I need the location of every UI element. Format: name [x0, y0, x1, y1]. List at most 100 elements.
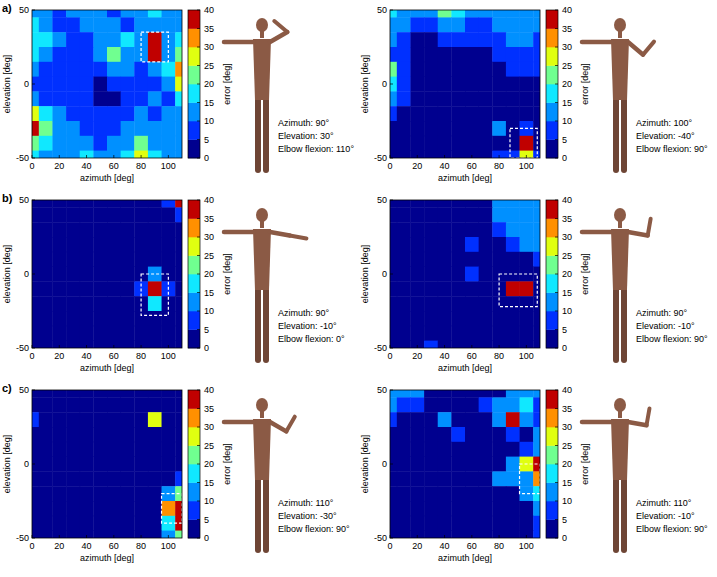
- cell: [397, 516, 411, 531]
- cell: [465, 326, 479, 341]
- cell: [451, 341, 465, 348]
- cell: [397, 151, 411, 158]
- cell: [134, 77, 148, 92]
- cell: [492, 311, 506, 326]
- cell: [175, 252, 182, 267]
- cell: [39, 237, 53, 252]
- x-tick-label: 100: [519, 351, 534, 361]
- cell: [424, 121, 438, 136]
- highlight-box: [141, 274, 168, 315]
- cell: [162, 222, 176, 237]
- cell: [492, 252, 506, 267]
- cell: [397, 471, 411, 486]
- cell: [438, 427, 452, 442]
- cell: [107, 47, 121, 62]
- colorbar-tick: [555, 84, 558, 85]
- cell: [410, 237, 424, 252]
- x-tick: [32, 345, 33, 348]
- cell: [148, 281, 162, 296]
- cell: [134, 252, 148, 267]
- colorbar-tick: [555, 65, 558, 66]
- cell: [80, 237, 94, 252]
- cell: [134, 62, 148, 77]
- colorbar-band: [188, 446, 200, 465]
- cell: [520, 471, 534, 486]
- cell: [32, 531, 39, 538]
- colorbar-tick-label: 15: [204, 478, 214, 488]
- cell: [533, 222, 540, 237]
- cell: [66, 77, 80, 92]
- cell: [107, 62, 121, 77]
- colorbar-tick: [555, 292, 558, 293]
- torso: [253, 39, 271, 100]
- cell: [465, 442, 479, 457]
- y-tick-label: 50: [377, 5, 387, 15]
- head: [256, 208, 268, 222]
- cell: [492, 47, 506, 62]
- cell: [66, 471, 80, 486]
- cell: [451, 267, 465, 282]
- y-tick: [390, 348, 393, 349]
- cell: [506, 281, 520, 296]
- cell: [52, 311, 66, 326]
- cell: [80, 311, 94, 326]
- colorbar-tick: [555, 464, 558, 465]
- cell: [134, 341, 148, 348]
- cell: [121, 471, 135, 486]
- cell: [32, 200, 39, 208]
- cell: [451, 252, 465, 267]
- cell: [66, 121, 80, 136]
- cell: [465, 252, 479, 267]
- highlight-box: [141, 32, 168, 62]
- cell: [390, 326, 397, 341]
- cell: [39, 200, 53, 208]
- cell: [492, 501, 506, 516]
- cell: [479, 397, 493, 412]
- cell: [424, 471, 438, 486]
- cell: [148, 516, 162, 531]
- colorbar-tick-label: 10: [562, 306, 572, 316]
- forearm: [643, 42, 654, 55]
- cell: [32, 326, 39, 341]
- cell: [32, 442, 39, 457]
- x-tick: [32, 535, 33, 538]
- forearm: [648, 219, 651, 236]
- cell: [465, 222, 479, 237]
- cell: [492, 471, 506, 486]
- x-axis-title: azimuth [deg]: [438, 553, 492, 563]
- cell: [32, 457, 39, 472]
- cell: [533, 281, 540, 296]
- cell: [424, 412, 438, 427]
- cell: [148, 91, 162, 106]
- cell: [424, 47, 438, 62]
- colorbar-band: [546, 274, 558, 293]
- cell: [424, 237, 438, 252]
- torso: [611, 229, 629, 290]
- cell: [410, 457, 424, 472]
- cell: [162, 237, 176, 252]
- x-tick: [86, 155, 87, 158]
- colorbar-tick-label: 30: [562, 42, 572, 52]
- cell: [175, 341, 182, 348]
- cell: [492, 17, 506, 32]
- cell: [438, 442, 452, 457]
- colorbar-tick: [197, 237, 200, 238]
- cell: [397, 47, 411, 62]
- cell: [52, 281, 66, 296]
- cell: [175, 121, 182, 136]
- x-tick-label: 100: [161, 161, 176, 171]
- x-tick: [113, 155, 114, 158]
- colorbar-tick-label: 5: [562, 135, 567, 145]
- cell: [506, 397, 520, 412]
- cell: [32, 516, 39, 531]
- cell: [32, 222, 39, 237]
- cell: [410, 106, 424, 121]
- colorbar-tick: [197, 408, 200, 409]
- cell: [134, 91, 148, 106]
- cell: [66, 486, 80, 501]
- cell: [520, 296, 534, 311]
- colorbar-tick: [555, 348, 558, 349]
- cell: [52, 47, 66, 62]
- cell: [506, 267, 520, 282]
- upper-arm: [628, 422, 647, 425]
